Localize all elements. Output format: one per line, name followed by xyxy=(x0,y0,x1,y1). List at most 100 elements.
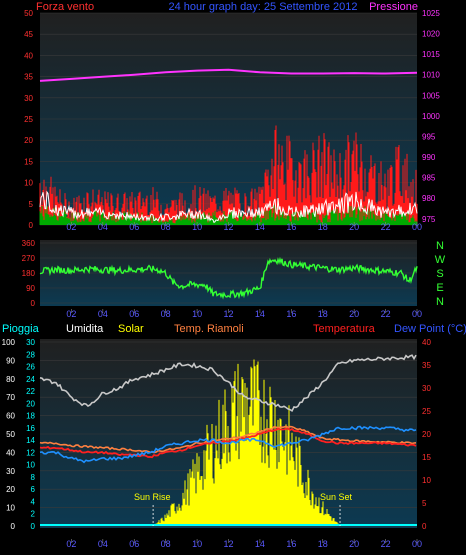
time-label: 04 xyxy=(98,309,108,319)
time-label: 18 xyxy=(318,309,328,319)
tick-label: 0 xyxy=(422,522,427,531)
tick-label: 35 xyxy=(24,73,33,82)
tick-label: 2 xyxy=(31,510,36,519)
tick-label: 1025 xyxy=(422,9,440,18)
compass-label: S xyxy=(436,268,443,280)
tick-label: 30 xyxy=(422,384,431,393)
legend-pioggia: Pioggia xyxy=(2,323,40,335)
tick-label: 0 xyxy=(29,221,34,230)
time-label: 12 xyxy=(223,222,233,232)
time-label: 14 xyxy=(255,222,265,232)
time-label: 22 xyxy=(381,539,391,549)
tick-label: 995 xyxy=(422,132,436,141)
tick-label: 0 xyxy=(11,522,16,531)
tick-label: 18 xyxy=(26,412,35,421)
tick-label: 14 xyxy=(26,436,35,445)
time-label: 12 xyxy=(223,539,233,549)
compass-label: W xyxy=(435,254,446,266)
tick-label: 10 xyxy=(6,504,15,513)
tick-label: 10 xyxy=(26,461,35,470)
pressure-series xyxy=(39,68,418,82)
tick-label: 100 xyxy=(2,338,16,347)
tick-label: 4 xyxy=(31,497,36,506)
tick-label: 975 xyxy=(422,215,436,224)
tick-label: 30 xyxy=(26,338,35,347)
tick-label: 16 xyxy=(26,424,35,433)
header-date-label: 24 hour graph day: 25 Settembre 2012 xyxy=(169,1,358,13)
tick-label: 45 xyxy=(24,30,33,39)
header-wind-label: Forza vento xyxy=(36,1,94,13)
tick-label: 60 xyxy=(6,412,15,421)
tick-label: 0 xyxy=(31,522,36,531)
tick-label: 28 xyxy=(26,350,35,359)
tick-label: 15 xyxy=(24,157,33,166)
time-label: 08 xyxy=(161,539,171,549)
time-label: 16 xyxy=(286,222,296,232)
time-label: 16 xyxy=(286,539,296,549)
tick-label: 90 xyxy=(6,356,15,365)
time-label: 06 xyxy=(129,539,139,549)
time-label: 04 xyxy=(98,539,108,549)
tick-label: 270 xyxy=(22,254,36,263)
tick-label: 6 xyxy=(31,485,36,494)
tick-label: 20 xyxy=(24,136,33,145)
tick-label: 25 xyxy=(24,115,33,124)
tick-label: 40 xyxy=(422,338,431,347)
tick-label: 22 xyxy=(26,387,35,396)
time-label: 14 xyxy=(255,539,265,549)
tick-label: 40 xyxy=(24,51,33,60)
tick-label: 24 xyxy=(26,375,35,384)
time-label: 14 xyxy=(255,309,265,319)
tick-label: 10 xyxy=(24,179,33,188)
time-label: 02 xyxy=(66,222,76,232)
tick-label: 80 xyxy=(6,375,15,384)
time-label: 20 xyxy=(349,539,359,549)
humidity-series xyxy=(39,354,417,412)
time-label: 08 xyxy=(161,309,171,319)
time-label: 00 xyxy=(412,222,422,232)
tick-label: 25 xyxy=(422,407,431,416)
time-label: 06 xyxy=(129,309,139,319)
tick-label: 20 xyxy=(26,399,35,408)
time-label: 02 xyxy=(66,539,76,549)
compass-label: E xyxy=(436,282,443,294)
time-label: 02 xyxy=(66,309,76,319)
time-label: 12 xyxy=(223,309,233,319)
time-label: 10 xyxy=(192,222,202,232)
tick-label: 5 xyxy=(29,200,34,209)
time-label: 20 xyxy=(349,222,359,232)
time-label: 08 xyxy=(161,222,171,232)
tick-label: 1015 xyxy=(422,50,440,59)
tick-label: 26 xyxy=(26,363,35,372)
tick-label: 70 xyxy=(6,393,15,402)
time-label: 16 xyxy=(286,309,296,319)
time-label: 22 xyxy=(381,309,391,319)
tick-label: 360 xyxy=(22,239,36,248)
tick-label: 1010 xyxy=(422,71,440,80)
heat-index-series xyxy=(39,425,417,454)
time-label: 18 xyxy=(318,539,328,549)
tick-label: 0 xyxy=(31,299,36,308)
temperature-series xyxy=(39,427,417,459)
sun-rise-label: Sun Rise xyxy=(134,492,171,502)
time-label: 04 xyxy=(98,222,108,232)
tick-label: 8 xyxy=(31,473,36,482)
tick-label: 30 xyxy=(6,467,15,476)
wind-direction-series xyxy=(39,256,418,300)
tick-label: 50 xyxy=(6,430,15,439)
tick-label: 980 xyxy=(422,194,436,203)
tick-label: 12 xyxy=(26,448,35,457)
tick-label: 20 xyxy=(6,485,15,494)
tick-label: 985 xyxy=(422,174,436,183)
legend-temperatura: Temperatura xyxy=(313,323,376,335)
header-pressure-label: Pressione xyxy=(369,1,418,13)
legend-temp-riamoli: Temp. Riamoli xyxy=(174,323,244,335)
time-label: 00 xyxy=(412,539,422,549)
time-label: 10 xyxy=(192,309,202,319)
time-label: 06 xyxy=(129,222,139,232)
time-label: 20 xyxy=(349,309,359,319)
tick-label: 90 xyxy=(26,284,35,293)
time-label: 00 xyxy=(412,309,422,319)
